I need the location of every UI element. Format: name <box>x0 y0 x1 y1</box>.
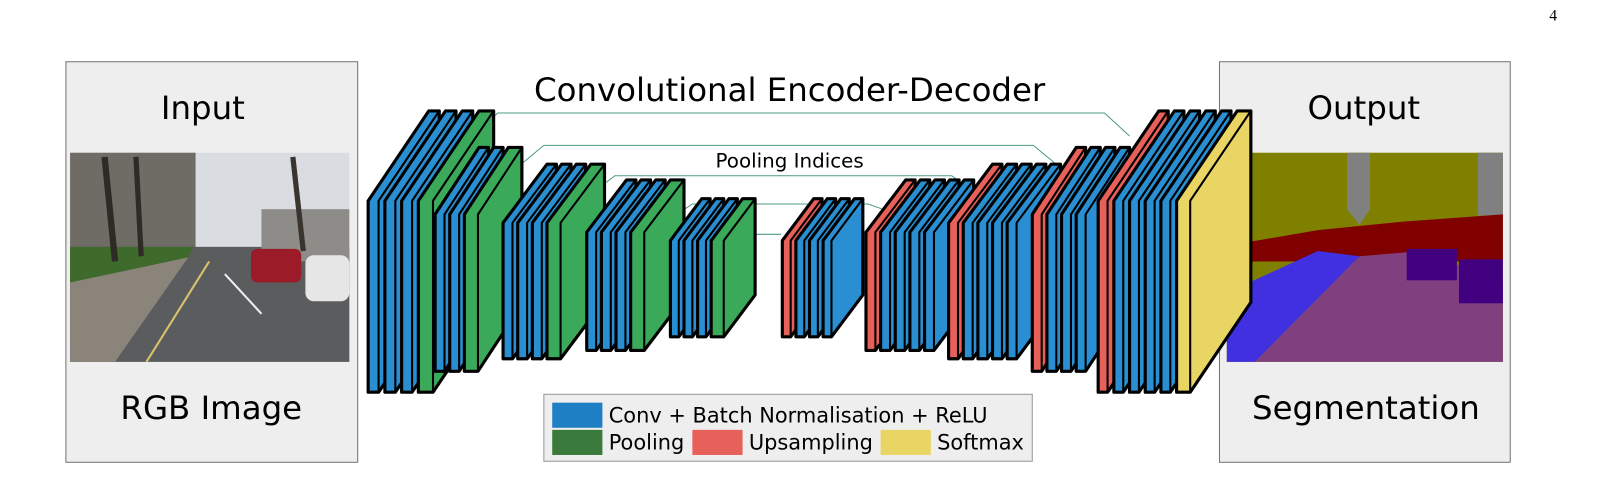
legend-label: Softmax <box>937 430 1024 454</box>
layer-edge <box>789 198 823 337</box>
layer-edge <box>888 179 931 351</box>
layer-edge <box>1106 110 1170 393</box>
layer-edge <box>874 179 916 351</box>
layer-edge <box>1189 110 1252 393</box>
legend <box>543 393 1033 462</box>
network <box>366 109 1253 394</box>
input-image <box>70 152 350 363</box>
layer-edge <box>986 163 1033 359</box>
legend-label: Conv + Batch Normalisation + ReLU <box>609 403 988 427</box>
layer-edge <box>1169 110 1232 393</box>
page-number: 4 <box>1549 7 1557 24</box>
layer-edge <box>691 198 725 337</box>
legend-label: Upsampling <box>749 430 873 454</box>
layer-edge <box>722 198 756 337</box>
layer-edge <box>816 198 851 337</box>
layer-edge <box>1084 146 1131 372</box>
layer-edge <box>595 179 637 351</box>
layer-edge <box>411 110 474 393</box>
layer-edge <box>1069 146 1116 372</box>
output-title: Output <box>1308 89 1421 127</box>
layer-edge <box>803 198 837 337</box>
layer-edge <box>1137 110 1201 393</box>
layer-edge <box>526 163 572 359</box>
legend-label: Pooling <box>609 430 685 454</box>
layer-edge <box>971 163 1018 359</box>
layer-edge <box>377 110 441 393</box>
layer-edge <box>1040 146 1087 372</box>
layer-edge <box>1015 163 1062 359</box>
layer-edge <box>830 198 864 337</box>
layer-edge <box>704 198 739 337</box>
pooling-indices-label: Pooling Indices <box>716 150 864 173</box>
layer-edge <box>443 146 490 372</box>
layer-edge <box>476 146 523 372</box>
input-title: Input <box>161 89 245 127</box>
layer-edge <box>932 179 975 351</box>
layer-edge <box>643 179 685 351</box>
layer-edge <box>540 163 587 359</box>
layer-edge <box>609 179 652 351</box>
layer-edge <box>559 163 606 359</box>
network-title: Convolutional Encoder-Decoder <box>534 71 1046 109</box>
layer-edge <box>431 110 495 393</box>
layer-edge <box>956 163 1003 359</box>
legend-swatch <box>692 429 743 455</box>
layer-edge <box>1153 110 1217 393</box>
layer-edge <box>918 179 960 351</box>
input-caption: RGB Image <box>120 389 302 427</box>
output-caption: Segmentation <box>1252 389 1480 427</box>
legend-swatch <box>880 429 931 455</box>
layer-edge <box>677 198 711 337</box>
legend-swatch <box>552 402 603 428</box>
layer-edge <box>1000 163 1047 359</box>
layer-edge <box>394 110 457 393</box>
layer-edge <box>1122 110 1185 393</box>
legend-items: Conv + Batch Normalisation + ReLU Pooling… <box>552 402 1024 455</box>
layer-edge <box>511 163 558 359</box>
legend-swatch <box>552 429 603 455</box>
output-image <box>1226 152 1503 362</box>
layer-edge <box>1055 146 1102 372</box>
layer-edge <box>458 146 504 372</box>
layer-edge <box>903 179 946 351</box>
layer-edge <box>624 179 667 351</box>
